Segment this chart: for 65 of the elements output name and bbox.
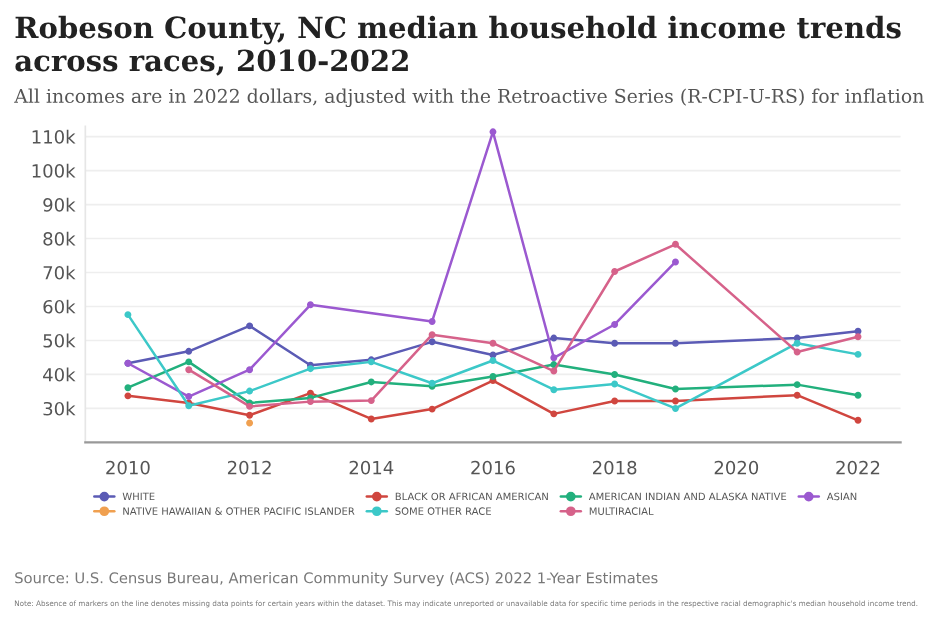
point <box>672 385 679 393</box>
point <box>793 381 801 389</box>
y-tick-label: 60k <box>43 299 76 314</box>
chart-title: Robeson County, NC median household income trends across races, 2010-2022 <box>15 15 901 76</box>
x-tick-label: 2018 <box>592 460 637 475</box>
x-tick-label: 2020 <box>714 460 759 475</box>
point <box>185 366 193 374</box>
point <box>124 384 132 392</box>
point <box>185 393 193 400</box>
point <box>367 415 375 423</box>
point <box>550 334 558 342</box>
x-tick-label: 2010 <box>106 460 150 475</box>
point <box>611 321 619 328</box>
point <box>854 350 862 358</box>
y-tick-label: 70k <box>43 265 76 280</box>
point <box>246 366 254 374</box>
point <box>185 347 193 355</box>
point <box>854 416 862 424</box>
point <box>793 348 801 356</box>
point <box>124 392 132 400</box>
point <box>428 331 436 339</box>
point <box>246 411 254 419</box>
point <box>611 380 619 388</box>
point <box>550 354 558 362</box>
point <box>124 311 132 319</box>
point <box>793 339 801 347</box>
point <box>246 387 254 395</box>
point <box>489 128 497 136</box>
y-tick-label: 40k <box>43 367 76 382</box>
x-tick-label: 2012 <box>227 460 271 475</box>
point <box>550 386 558 394</box>
x-tick-label: 2022 <box>836 460 880 475</box>
point <box>611 370 619 378</box>
point <box>793 391 801 399</box>
point <box>672 339 679 347</box>
point <box>489 339 497 347</box>
point <box>185 358 193 366</box>
point <box>611 339 619 347</box>
point <box>672 397 679 405</box>
y-tick-label: 50k <box>43 333 76 348</box>
x-tick-label: 2014 <box>349 460 394 475</box>
point <box>550 367 558 375</box>
point <box>854 391 862 399</box>
point <box>489 373 497 380</box>
point <box>367 378 375 386</box>
x-tick-label: 2016 <box>471 460 515 475</box>
y-tick-label: 90k <box>43 197 76 212</box>
point <box>246 322 254 330</box>
point <box>672 240 679 248</box>
y-tick-label: 100k <box>32 163 76 178</box>
y-tick-label: 30k <box>43 401 76 416</box>
point <box>672 404 679 412</box>
point <box>306 301 314 309</box>
point <box>428 338 436 346</box>
y-tick-label: 80k <box>43 231 76 246</box>
point <box>672 258 679 266</box>
point <box>428 317 436 325</box>
point <box>854 333 862 341</box>
chart-subtitle: All incomes are in 2022 dollars, adjusted with the Retroactive Series (R-CPI-U-RS) for inflation <box>14 88 924 108</box>
point <box>611 268 619 275</box>
point <box>611 397 619 405</box>
point <box>550 410 558 418</box>
point <box>489 357 497 364</box>
y-tick-label: 110k <box>32 129 76 144</box>
point <box>367 397 375 405</box>
